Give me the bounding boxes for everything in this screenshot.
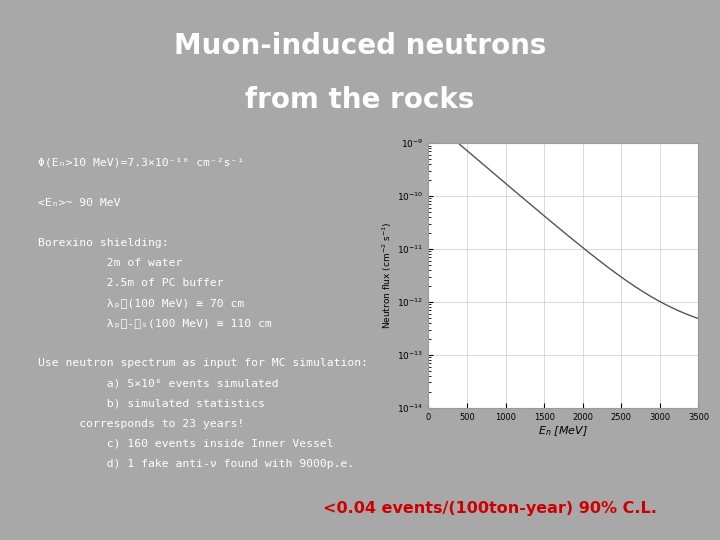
Text: 2.5m of PC buffer: 2.5m of PC buffer <box>38 278 224 288</box>
Text: c) 160 events inside Inner Vessel: c) 160 events inside Inner Vessel <box>38 438 334 449</box>
Text: Muon-induced neutrons: Muon-induced neutrons <box>174 32 546 60</box>
Text: Use neutron spectrum as input for MC simulation:: Use neutron spectrum as input for MC sim… <box>38 359 369 368</box>
Text: <Eₙ>~ 90 MeV: <Eₙ>~ 90 MeV <box>38 198 121 208</box>
Text: a) 5×10⁶ events simulated: a) 5×10⁶ events simulated <box>38 379 279 388</box>
Text: from the rocks: from the rocks <box>246 86 474 114</box>
Text: b) simulated statistics: b) simulated statistics <box>38 399 265 409</box>
Y-axis label: Neutron flux (cm$^{-2}$ s$^{-1}$): Neutron flux (cm$^{-2}$ s$^{-1}$) <box>381 221 395 329</box>
Text: corresponds to 23 years!: corresponds to 23 years! <box>38 418 245 429</box>
Text: Φ(Eₙ>10 MeV)=7.3×10⁻¹⁰ cm⁻²s⁻¹: Φ(Eₙ>10 MeV)=7.3×10⁻¹⁰ cm⁻²s⁻¹ <box>38 158 245 168</box>
X-axis label: $E_n$ [MeV]: $E_n$ [MeV] <box>539 424 588 438</box>
Text: λₚᴄ(100 MeV) ≅ 70 cm: λₚᴄ(100 MeV) ≅ 70 cm <box>38 298 245 308</box>
Text: d) 1 fake anti-ν found with 9000p.e.: d) 1 fake anti-ν found with 9000p.e. <box>38 459 355 469</box>
Text: Borexino shielding:: Borexino shielding: <box>38 238 169 248</box>
Text: <0.04 events/(100ton-year) 90% C.L.: <0.04 events/(100ton-year) 90% C.L. <box>323 502 657 516</box>
Text: 2m of water: 2m of water <box>38 258 183 268</box>
Text: λₚᴄ-ᴇₛ(100 MeV) ≅ 110 cm: λₚᴄ-ᴇₛ(100 MeV) ≅ 110 cm <box>38 318 272 328</box>
